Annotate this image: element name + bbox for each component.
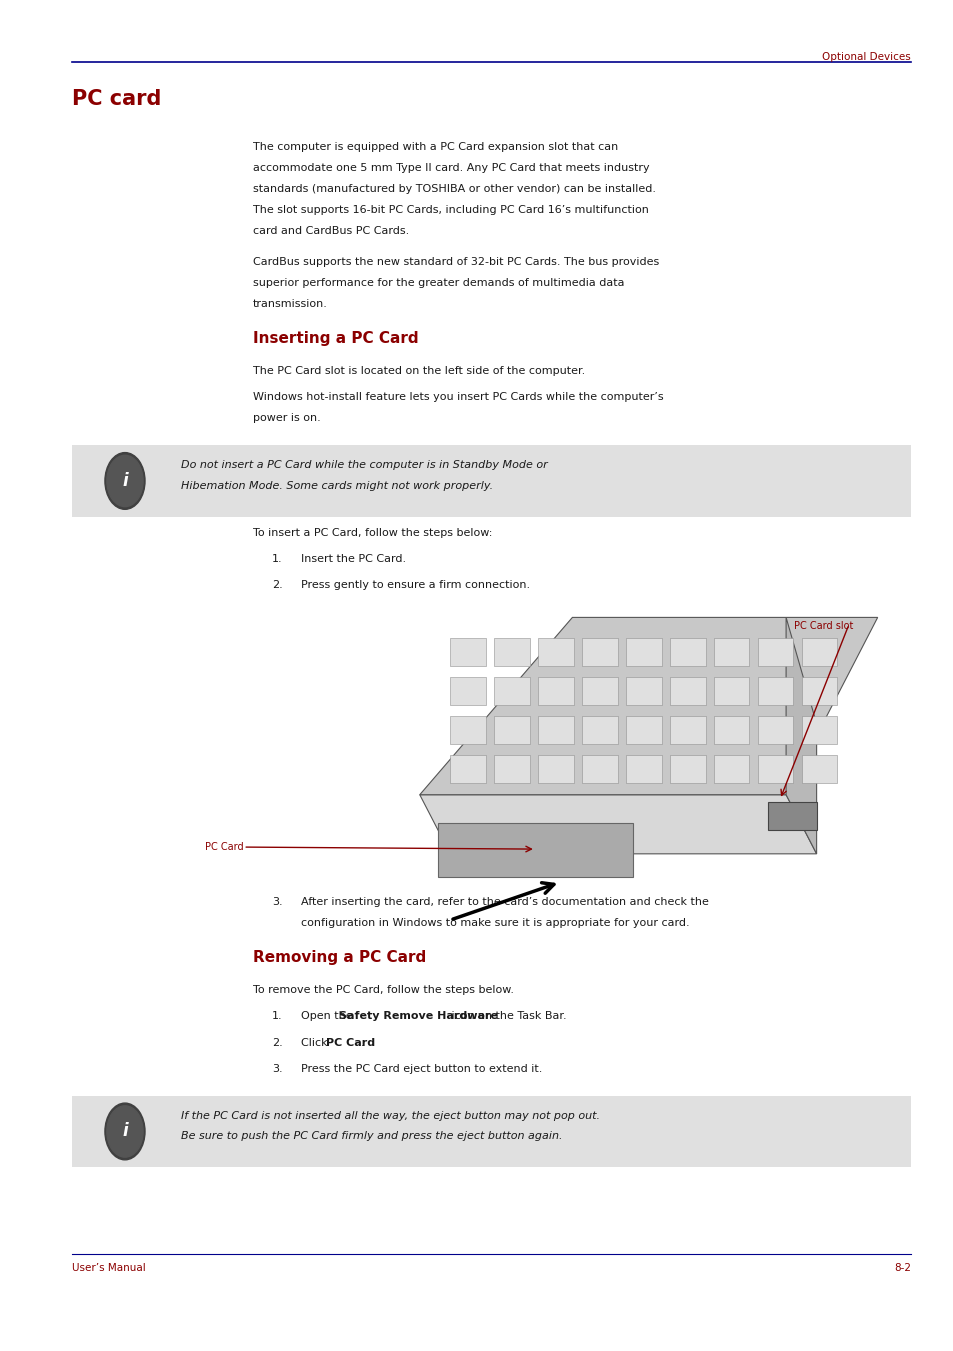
Text: Safety Remove Hardware: Safety Remove Hardware (338, 1011, 497, 1021)
Circle shape (105, 1102, 145, 1159)
Polygon shape (758, 716, 793, 744)
Polygon shape (581, 754, 617, 782)
Text: Press the PC Card eject button to extend it.: Press the PC Card eject button to extend… (300, 1063, 541, 1074)
Text: Open the: Open the (300, 1011, 355, 1021)
Text: User’s Manual: User’s Manual (71, 1263, 145, 1273)
Text: accommodate one 5 mm Type II card. Any PC Card that meets industry: accommodate one 5 mm Type II card. Any P… (253, 163, 649, 173)
Text: superior performance for the greater demands of multimedia data: superior performance for the greater dem… (253, 278, 623, 288)
Polygon shape (785, 617, 816, 854)
Text: 1.: 1. (272, 1011, 282, 1021)
Text: The PC Card slot is located on the left side of the computer.: The PC Card slot is located on the left … (253, 366, 584, 376)
Polygon shape (537, 677, 573, 705)
Polygon shape (450, 677, 485, 705)
Polygon shape (625, 638, 660, 666)
Text: PC card: PC card (71, 89, 161, 109)
Text: The slot supports 16-bit PC Cards, including PC Card 16’s multifunction: The slot supports 16-bit PC Cards, inclu… (253, 204, 648, 215)
Polygon shape (494, 716, 529, 744)
Polygon shape (713, 716, 749, 744)
Text: Insert the PC Card.: Insert the PC Card. (300, 554, 405, 563)
Text: If the PC Card is not inserted all the way, the eject button may not pop out.: If the PC Card is not inserted all the w… (181, 1111, 599, 1120)
Text: Hibemation Mode. Some cards might not work properly.: Hibemation Mode. Some cards might not wo… (181, 481, 493, 490)
Text: 8-2: 8-2 (893, 1263, 910, 1273)
Polygon shape (758, 677, 793, 705)
Polygon shape (450, 754, 485, 782)
Text: Click: Click (300, 1038, 331, 1047)
Polygon shape (450, 638, 485, 666)
Circle shape (107, 455, 143, 507)
Text: To remove the PC Card, follow the steps below.: To remove the PC Card, follow the steps … (253, 985, 514, 994)
Polygon shape (537, 638, 573, 666)
Polygon shape (713, 677, 749, 705)
Text: standards (manufactured by TOSHIBA or other vendor) can be installed.: standards (manufactured by TOSHIBA or ot… (253, 184, 655, 193)
Polygon shape (437, 823, 633, 877)
Polygon shape (419, 617, 877, 794)
Text: PC Card: PC Card (326, 1038, 375, 1047)
Polygon shape (537, 716, 573, 744)
Polygon shape (581, 638, 617, 666)
Text: Optional Devices: Optional Devices (821, 53, 910, 62)
Text: Inserting a PC Card: Inserting a PC Card (253, 331, 418, 346)
Text: To insert a PC Card, follow the steps below:: To insert a PC Card, follow the steps be… (253, 527, 492, 538)
Text: i: i (122, 1123, 128, 1140)
Text: PC Card: PC Card (205, 842, 243, 852)
Polygon shape (625, 716, 660, 744)
Text: Inserting the PC Card: Inserting the PC Card (513, 867, 631, 877)
Polygon shape (581, 716, 617, 744)
Text: 1.: 1. (272, 554, 282, 563)
Text: Windows hot-install feature lets you insert PC Cards while the computer’s: Windows hot-install feature lets you ins… (253, 392, 662, 403)
Text: 2.: 2. (272, 1038, 282, 1047)
Polygon shape (494, 677, 529, 705)
Polygon shape (713, 638, 749, 666)
Polygon shape (494, 638, 529, 666)
Polygon shape (537, 754, 573, 782)
Polygon shape (713, 754, 749, 782)
Text: i: i (122, 471, 128, 490)
Text: 3.: 3. (272, 897, 282, 907)
Polygon shape (625, 677, 660, 705)
Text: card and CardBus PC Cards.: card and CardBus PC Cards. (253, 226, 409, 235)
Polygon shape (450, 716, 485, 744)
Text: .: . (360, 1038, 364, 1047)
Circle shape (107, 1105, 143, 1156)
Polygon shape (801, 677, 837, 705)
Circle shape (105, 453, 145, 509)
Text: 3.: 3. (272, 1063, 282, 1074)
Text: Be sure to push the PC Card firmly and press the eject button again.: Be sure to push the PC Card firmly and p… (181, 1131, 562, 1142)
Text: CardBus supports the new standard of 32-bit PC Cards. The bus provides: CardBus supports the new standard of 32-… (253, 257, 659, 267)
FancyBboxPatch shape (71, 444, 910, 516)
Polygon shape (758, 638, 793, 666)
Text: configuration in Windows to make sure it is appropriate for your card.: configuration in Windows to make sure it… (300, 917, 688, 928)
FancyBboxPatch shape (71, 1096, 910, 1167)
Polygon shape (669, 638, 705, 666)
Polygon shape (581, 677, 617, 705)
Polygon shape (767, 801, 816, 830)
Text: icon on the Task Bar.: icon on the Task Bar. (447, 1011, 566, 1021)
Text: Press gently to ensure a firm connection.: Press gently to ensure a firm connection… (300, 580, 529, 590)
Polygon shape (801, 754, 837, 782)
Text: 2.: 2. (272, 580, 282, 590)
Polygon shape (801, 716, 837, 744)
Polygon shape (669, 716, 705, 744)
Polygon shape (494, 754, 529, 782)
Polygon shape (419, 794, 816, 854)
Polygon shape (669, 677, 705, 705)
Text: The computer is equipped with a PC Card expansion slot that can: The computer is equipped with a PC Card … (253, 142, 618, 151)
Text: Removing a PC Card: Removing a PC Card (253, 950, 426, 965)
Text: PC Card slot: PC Card slot (794, 621, 853, 631)
Text: power is on.: power is on. (253, 413, 320, 423)
Polygon shape (669, 754, 705, 782)
Polygon shape (801, 638, 837, 666)
Polygon shape (758, 754, 793, 782)
Polygon shape (625, 754, 660, 782)
Text: After inserting the card, refer to the card’s documentation and check the: After inserting the card, refer to the c… (300, 897, 708, 907)
Text: transmission.: transmission. (253, 299, 327, 309)
Text: Do not insert a PC Card while the computer is in Standby Mode or: Do not insert a PC Card while the comput… (181, 459, 547, 470)
